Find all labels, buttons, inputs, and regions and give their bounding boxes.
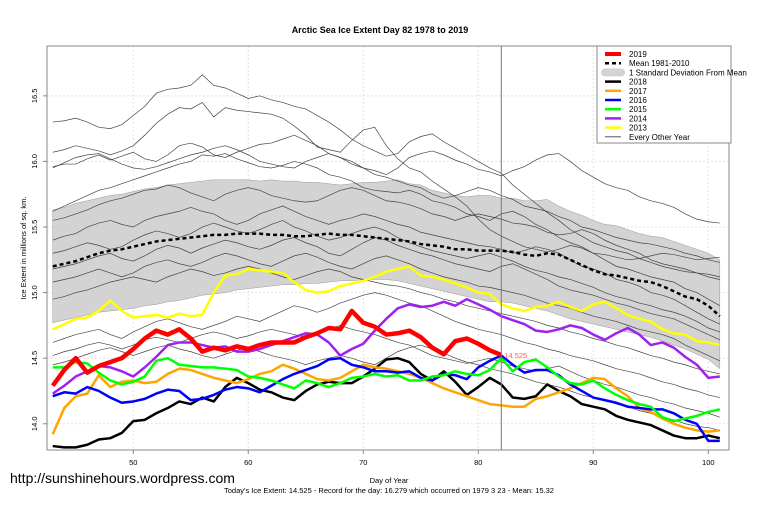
other-year-line [52, 184, 720, 280]
sd-band-area [52, 179, 721, 370]
y-tick-label: 15.0 [30, 285, 39, 300]
other-year-line [52, 134, 720, 224]
y-tick-label: 14.5 [30, 351, 39, 366]
y-tick-label: 15.5 [30, 220, 39, 235]
y-tick-label: 16.0 [30, 154, 39, 169]
mean-line-group [52, 232, 721, 318]
y-axis: 14.0 14.5 15.0 15.5 16.0 16.5 [30, 89, 47, 431]
series-line-2013 [52, 265, 721, 347]
x-tick-label: 100 [702, 458, 715, 467]
other-year-line [52, 205, 720, 325]
other-year-line [52, 101, 720, 261]
legend-label: 2013 [629, 124, 647, 133]
y-tick-label: 14.0 [30, 416, 39, 431]
series-line-2019 [50, 308, 503, 388]
legend-label: 2014 [629, 114, 647, 123]
series-line-2016 [52, 354, 720, 443]
legend-label: 2017 [629, 87, 647, 96]
y-axis-label: Ice Extent in millions of sq. km. [19, 197, 28, 300]
other-year-line [52, 266, 720, 375]
other-year-line [52, 252, 720, 362]
sd-band [52, 179, 721, 370]
x-tick-label: 70 [359, 458, 367, 467]
x-axis: 50 60 70 80 90 100 [129, 450, 715, 467]
legend-label: 2018 [629, 78, 647, 87]
highlight-series [50, 265, 721, 449]
other-year-line [52, 325, 720, 418]
x-axis-label: Day of Year [370, 476, 409, 485]
legend-label: 2016 [629, 96, 647, 105]
other-year-line [52, 145, 720, 263]
plot-frame [46, 45, 730, 451]
series-line-2015 [52, 356, 721, 423]
other-year-line [52, 74, 720, 278]
other-year-line [52, 292, 720, 398]
legend-label: 2015 [629, 105, 647, 114]
other-year-line [52, 220, 720, 333]
legend-label: Mean 1981-2010 [629, 59, 690, 68]
x-tick-label: 60 [244, 458, 252, 467]
series-line-2018 [52, 356, 721, 449]
legend-label: 1 Standard Deviation From Mean [629, 68, 747, 77]
other-years [52, 74, 720, 431]
legend-label: Every Other Year [629, 133, 690, 142]
other-year-line [52, 153, 720, 307]
x-tick-label: 90 [589, 458, 597, 467]
other-year-line [52, 237, 720, 341]
current-value-label: 14.525 [504, 351, 527, 360]
watermark: http://sunshinehours.wordpress.com [10, 470, 235, 486]
chart-title: Arctic Sea Ice Extent Day 82 1978 to 201… [292, 25, 469, 35]
x-tick-label: 80 [474, 458, 482, 467]
mean-line [52, 232, 721, 318]
legend-label: 2019 [629, 50, 647, 59]
y-tick-label: 16.5 [30, 89, 39, 104]
x-tick-label: 50 [129, 458, 137, 467]
legend-swatch [601, 68, 625, 77]
footer-summary: Today's Ice Extent: 14.525 - Record for … [224, 486, 554, 495]
series-line-2017 [51, 363, 720, 435]
series-line-2014 [52, 297, 720, 395]
